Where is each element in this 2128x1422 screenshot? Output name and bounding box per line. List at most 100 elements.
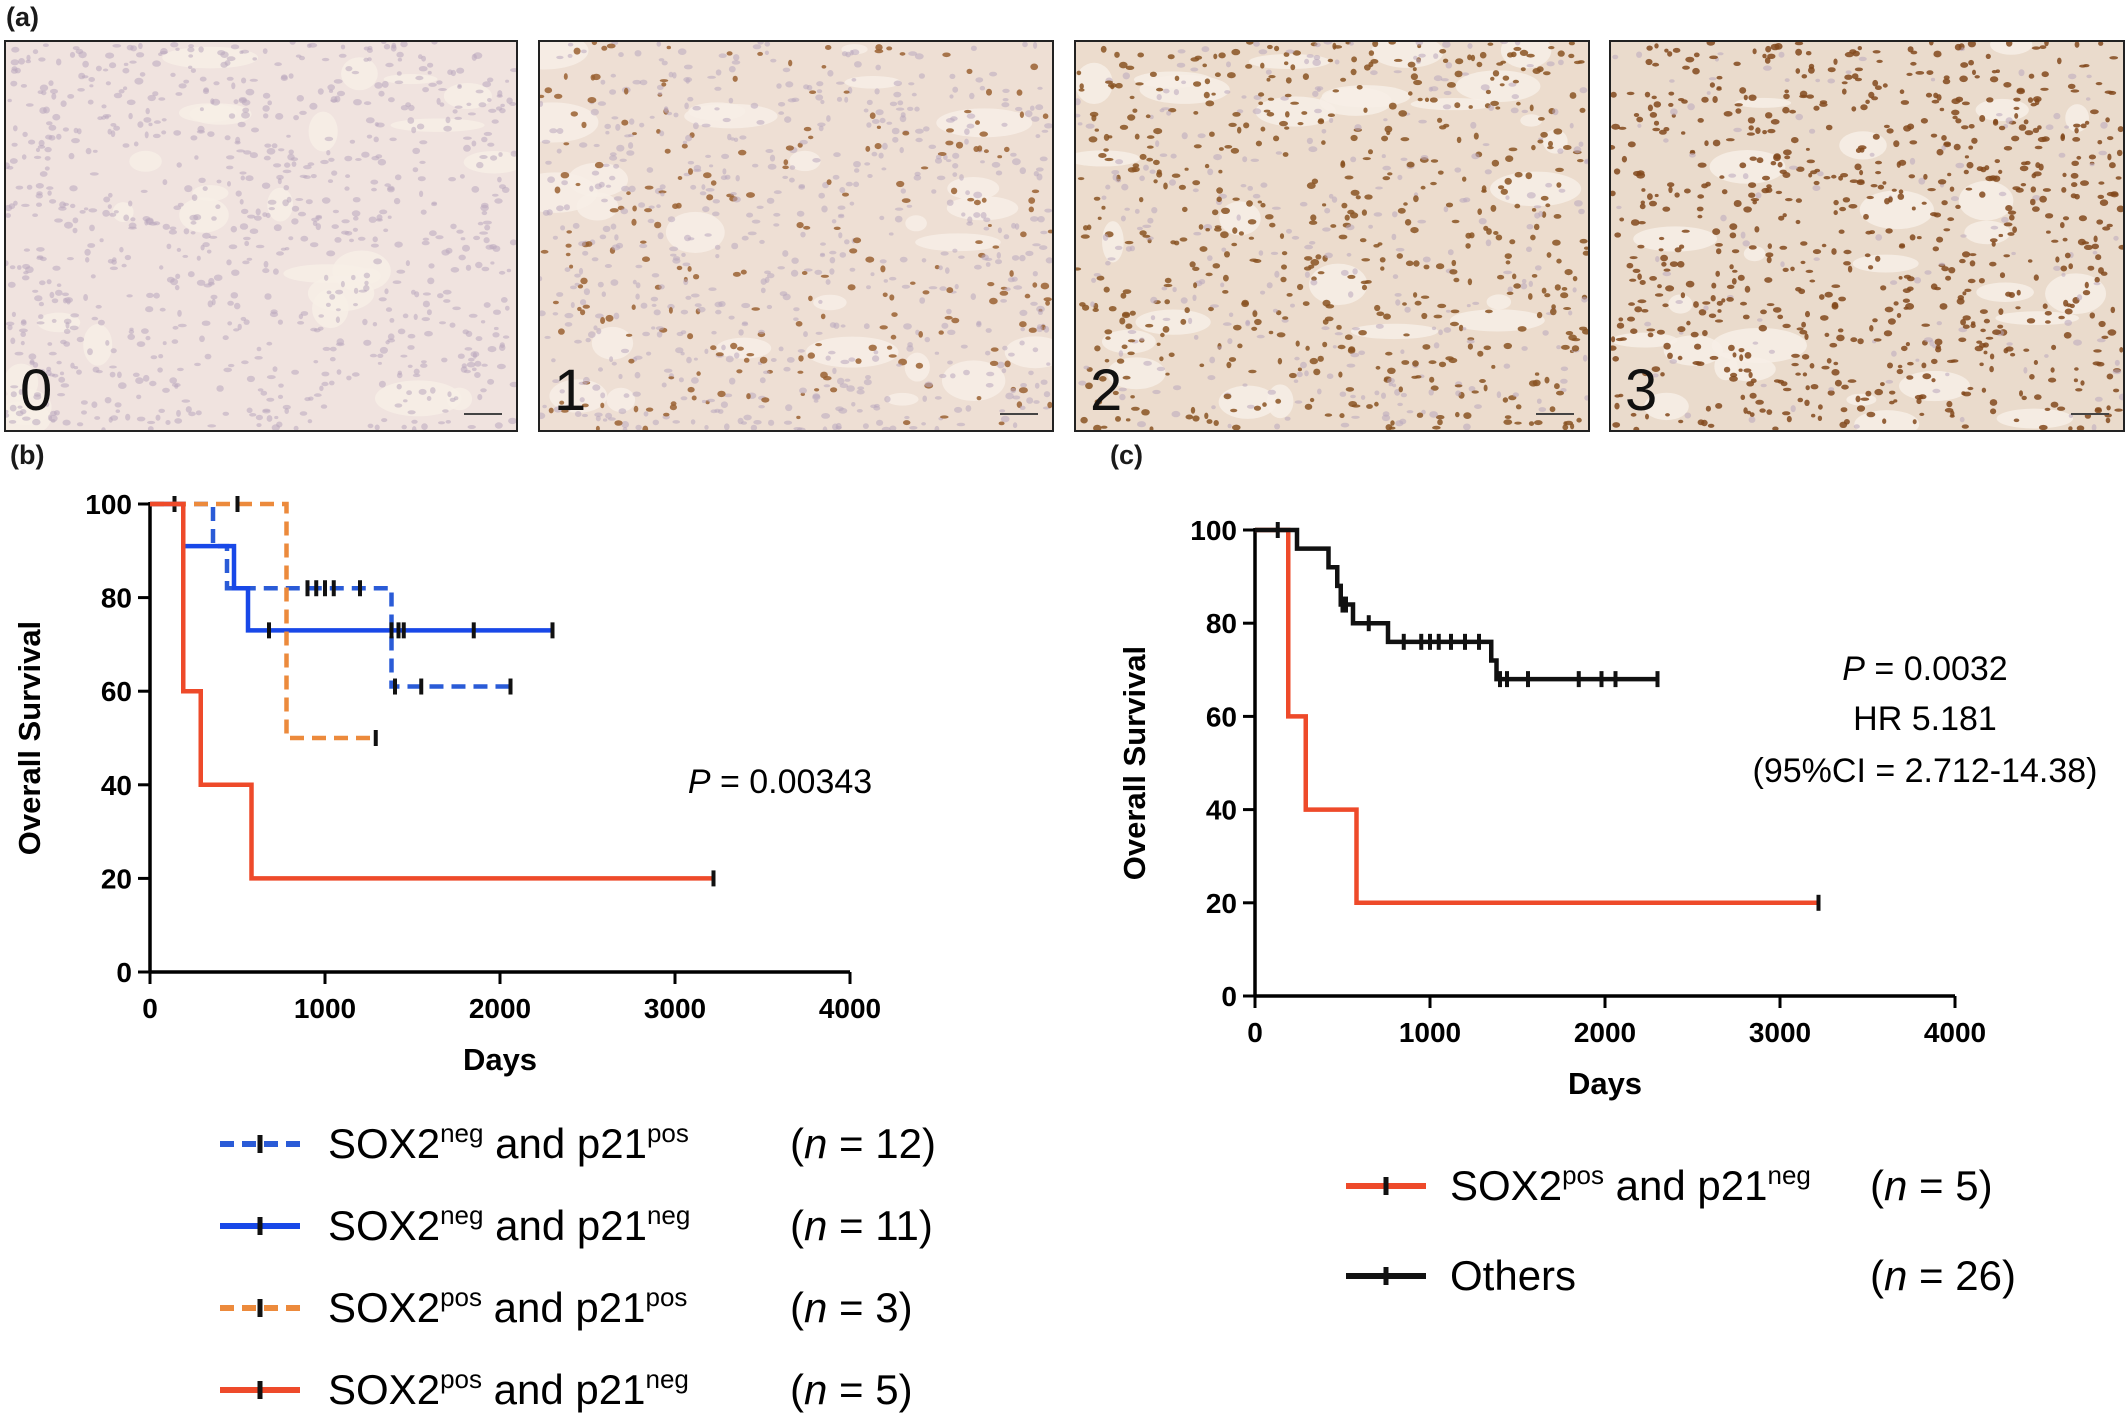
lumen <box>1743 245 1766 262</box>
y-tick-label: 80 <box>1206 608 1237 639</box>
lumen <box>1520 114 1543 127</box>
lumen <box>1255 96 1336 127</box>
y-tick-label: 80 <box>101 583 132 614</box>
legend-label: SOX2neg and p21pos <box>328 1118 689 1167</box>
tissue-image <box>6 42 516 430</box>
lumen <box>813 294 847 311</box>
panel-a-label: (a) <box>6 2 39 32</box>
lumen <box>2045 273 2107 315</box>
x-tick-label: 0 <box>142 993 158 1024</box>
lumen <box>1964 220 2011 245</box>
lumen <box>1004 336 1052 369</box>
panel-b-label: (b) <box>10 440 45 470</box>
lumen <box>463 150 516 174</box>
score-label: 0 <box>20 358 53 423</box>
y-axis-title: Overall Survival <box>1117 646 1152 880</box>
x-tick-label: 1000 <box>1399 1017 1461 1048</box>
legend-n: (n = 5) <box>790 1366 913 1413</box>
series-line <box>1255 527 1660 682</box>
lumen <box>1958 180 2014 221</box>
tissue-image <box>1611 42 2123 430</box>
legend-n: (n = 3) <box>790 1284 913 1331</box>
lumen <box>905 215 927 232</box>
lumen <box>789 150 821 172</box>
score-label: 3 <box>1625 358 1658 423</box>
lumen <box>1859 190 1934 230</box>
y-tick-label: 60 <box>1206 701 1237 732</box>
lumen <box>915 233 1001 252</box>
lumen <box>1455 70 1541 103</box>
lumen <box>1611 332 1678 348</box>
x-axis-title: Days <box>1568 1066 1642 1101</box>
lumen <box>1135 309 1211 335</box>
lumen <box>192 185 229 202</box>
score-label: 2 <box>1090 358 1123 423</box>
lumen <box>1076 62 1113 105</box>
lumen <box>1976 282 2034 303</box>
lumen <box>665 211 725 253</box>
legend-n: (n = 26) <box>1870 1252 2016 1299</box>
legend-c: SOX2pos and p21neg (n = 5) Others (n = 26) <box>1346 1160 2016 1299</box>
lumen <box>1995 311 2080 325</box>
nuclei <box>1611 42 2123 430</box>
x-tick-label: 4000 <box>1924 1017 1986 1048</box>
panel-c-label: (c) <box>1110 440 1143 470</box>
x-tick-label: 2000 <box>469 993 531 1024</box>
y-tick-label: 40 <box>101 770 132 801</box>
lumen <box>1996 408 2074 429</box>
lumen <box>716 337 772 359</box>
legend-n: (n = 11) <box>790 1202 933 1249</box>
legend-label: SOX2pos and p21neg <box>328 1364 689 1413</box>
lumen <box>443 82 492 109</box>
lumen <box>179 197 229 233</box>
micrograph-score-2: 2 <box>1074 40 1590 432</box>
survival-chart-c: 0 1000 2000 3000 4000 0 20 40 60 80 100 Days Overall… <box>1117 515 2098 1101</box>
legend-label: SOX2pos and p21neg <box>1450 1160 1811 1209</box>
legend-label: Others <box>1450 1252 1576 1299</box>
stat-value: = 0.0032 <box>1865 650 2008 688</box>
stat-annotation: (95%CI = 2.712-14.38) <box>1753 752 2098 790</box>
lumen <box>1371 42 1444 68</box>
x-tick-label: 1000 <box>294 993 356 1024</box>
lumen <box>267 187 293 222</box>
lumen <box>936 108 1033 138</box>
y-tick-label: 0 <box>116 957 132 988</box>
x-axis-title: Days <box>463 1042 537 1077</box>
lumen <box>83 324 113 366</box>
y-tick-label: 0 <box>1221 981 1237 1012</box>
lumen <box>805 336 899 368</box>
y-tick-label: 60 <box>101 676 132 707</box>
lumen <box>1735 97 1792 108</box>
stat-annotation: P = 0.00343 <box>688 763 872 801</box>
nuclei <box>6 42 516 430</box>
x-tick-label: 4000 <box>819 993 881 1024</box>
lumen <box>1107 357 1166 390</box>
lumen <box>1350 323 1439 340</box>
p-symbol: P <box>688 763 711 801</box>
lumen <box>1309 263 1368 306</box>
lumen <box>540 172 598 213</box>
tissue-image <box>1076 42 1588 430</box>
lumen <box>1668 294 1693 314</box>
lumen <box>1644 392 1689 421</box>
x-tick-label: 3000 <box>1749 1017 1811 1048</box>
series-line <box>150 501 376 741</box>
y-tick-label: 40 <box>1206 795 1237 826</box>
legend-n: (n = 12) <box>790 1120 936 1167</box>
stat-value: (95%CI = 2.712-14.38) <box>1753 752 2098 790</box>
lumen <box>390 118 485 132</box>
lumen <box>37 312 81 333</box>
series-line <box>150 501 714 881</box>
lumen <box>189 103 252 125</box>
lumen <box>341 57 378 91</box>
x-tick-label: 2000 <box>1574 1017 1636 1048</box>
series-line <box>1255 527 1819 906</box>
series-line <box>150 501 555 633</box>
lumen <box>1490 171 1582 207</box>
lumen <box>383 74 438 85</box>
lumen <box>162 46 259 69</box>
stat-value: HR 5.181 <box>1853 700 1997 738</box>
x-tick-label: 0 <box>1247 1017 1263 1048</box>
score-label: 1 <box>554 358 587 423</box>
lumen <box>1633 226 1718 252</box>
